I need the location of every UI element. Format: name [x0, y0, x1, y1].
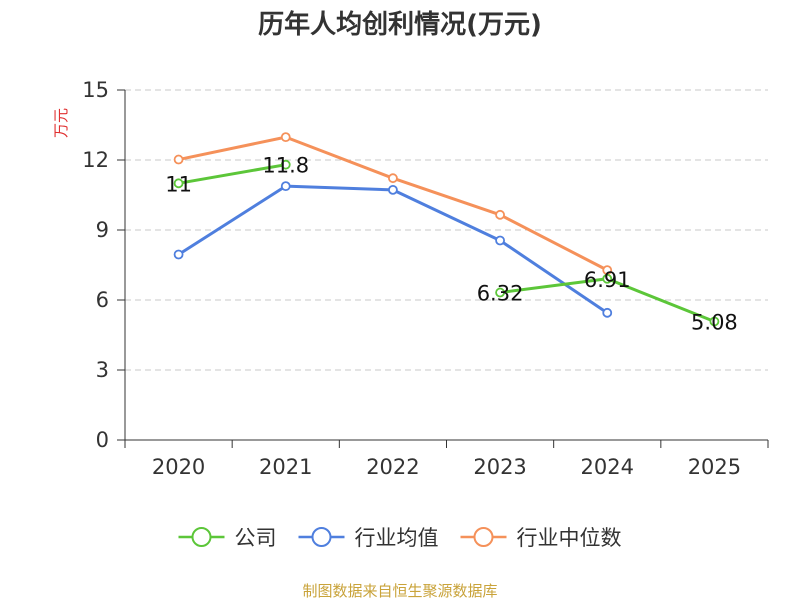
data-point [280, 181, 291, 192]
x-tick-label: 2025 [688, 455, 741, 479]
data-point [388, 184, 398, 195]
source-note: 制图数据来自恒生聚源数据库 [302, 582, 497, 600]
series-layer [173, 132, 720, 327]
series-line-2 [178, 135, 608, 272]
y-tick-label: 3 [96, 358, 109, 382]
data-point [280, 159, 291, 170]
legend-symbol-marker [473, 527, 494, 547]
data-point [495, 287, 505, 298]
x-tick-label: 2022 [366, 455, 419, 479]
y-tick-label: 6 [96, 288, 109, 312]
data-label: 11 [165, 172, 192, 196]
x-tick-label: 2020 [152, 455, 205, 479]
legend-label: 行业均值 [355, 526, 439, 550]
chart-title: 历年人均创利情况(万元) [258, 9, 542, 40]
data-label: 6.91 [584, 268, 631, 292]
legend-label: 行业中位数 [517, 526, 622, 550]
data-point [602, 307, 613, 318]
y-tick-label: 12 [82, 148, 109, 172]
legend-symbol-marker [191, 527, 212, 547]
data-point [388, 173, 398, 184]
x-tick-label: 2024 [581, 455, 634, 479]
y-tick-label: 0 [96, 428, 109, 452]
data-point [602, 273, 613, 284]
y-tick-label: 15 [82, 78, 109, 102]
axes: 0 3 6 9 12 15 2020 2021 2022 2023 2024 2025 [82, 78, 769, 479]
legend: 公司 行业均值 行业中位数 [178, 526, 622, 550]
data-label: 5.08 [691, 310, 738, 334]
data-point [709, 316, 720, 327]
data-point [495, 235, 505, 246]
data-point [280, 132, 291, 143]
legend-symbol-marker [311, 527, 332, 547]
data-point [173, 178, 184, 189]
legend-label: 公司 [235, 526, 277, 550]
data-label: 11.8 [262, 154, 309, 178]
series-line-1 [177, 184, 609, 315]
data-label: 6.32 [477, 282, 524, 306]
data-point [495, 209, 505, 220]
y-tick-label: 9 [96, 218, 109, 242]
series-line-0 [178, 163, 287, 185]
data-point [173, 249, 184, 260]
data-point [173, 154, 184, 165]
data-labels: 11 11.8 6.32 6.91 5.08 [165, 154, 738, 335]
x-tick-label: 2021 [259, 455, 312, 479]
grid-lines [125, 89, 768, 371]
y-axis-label: 万元 [52, 108, 70, 138]
x-tick-label: 2023 [473, 455, 526, 479]
